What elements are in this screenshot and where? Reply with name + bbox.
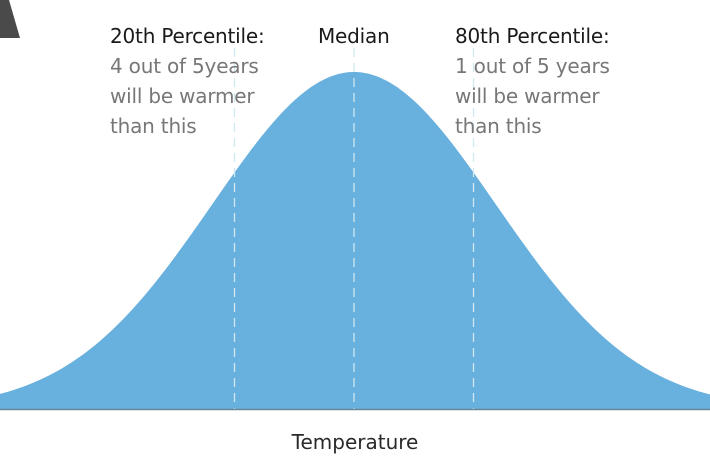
percentile-80-line-2: will be warmer — [455, 84, 600, 108]
corner-triangle-icon — [0, 0, 20, 38]
median-heading: Median — [318, 24, 390, 48]
percentile-80-line-3: than this — [455, 114, 542, 138]
distribution-area — [0, 72, 710, 409]
percentile-80-annotation: 80th Percentile: 1 out of 5 years will b… — [455, 21, 610, 141]
percentile-20-annotation: 20th Percentile: 4 out of 5years will be… — [110, 21, 265, 141]
percentile-20-heading: 20th Percentile: — [110, 24, 265, 48]
percentile-20-line-1: 4 out of 5years — [110, 54, 259, 78]
percentile-80-line-1: 1 out of 5 years — [455, 54, 610, 78]
percentile-20-line-3: than this — [110, 114, 197, 138]
percentile-80-heading: 80th Percentile: — [455, 24, 610, 48]
percentile-markers — [233, 48, 475, 409]
x-axis-label: Temperature — [291, 430, 419, 454]
median-annotation: Median — [318, 21, 390, 51]
percentile-20-line-2: will be warmer — [110, 84, 255, 108]
